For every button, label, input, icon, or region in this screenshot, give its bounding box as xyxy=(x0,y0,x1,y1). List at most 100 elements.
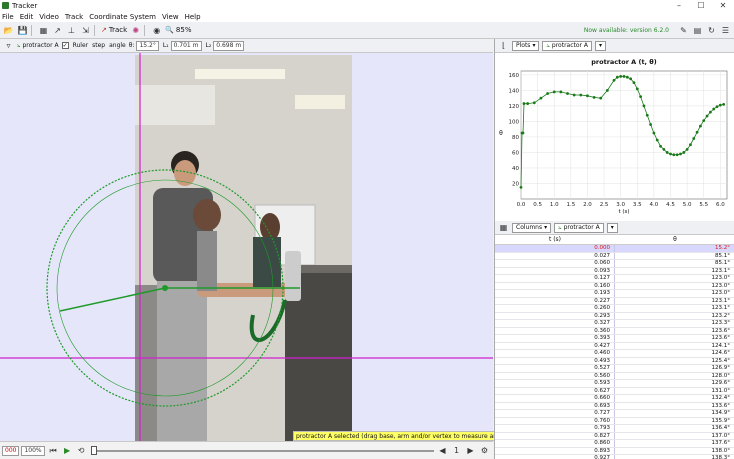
menu-icon[interactable]: ☰ xyxy=(721,25,730,35)
rate-field[interactable]: 100% xyxy=(21,445,45,456)
menu-track[interactable]: Track xyxy=(64,12,84,21)
menu-edit[interactable]: Edit xyxy=(19,12,34,21)
table-row[interactable]: 0.227 123.1° xyxy=(495,297,734,305)
frame-field[interactable]: 000 xyxy=(2,445,20,456)
filter-icon[interactable]: ▿ xyxy=(6,41,11,50)
slider-thumb[interactable] xyxy=(90,445,97,455)
menu-help[interactable]: Help xyxy=(184,12,201,21)
step-forward-icon[interactable]: ▶ xyxy=(467,446,474,455)
table-row[interactable]: 0.193 123.0° xyxy=(495,290,734,298)
slider-track[interactable] xyxy=(90,445,434,455)
columns-dropdown[interactable]: Columns ▾ xyxy=(512,222,552,233)
x-tick-label: 0.5 xyxy=(533,202,542,208)
notes-icon[interactable]: ▤ xyxy=(693,25,702,35)
minimize-button[interactable]: – xyxy=(677,1,681,10)
menu-video[interactable]: Video xyxy=(39,12,59,21)
plot-area[interactable]: 20 40 60 80 100 120 140 160 0.0 0.5 1.0 1.5 2.0 2.5 3.… xyxy=(495,53,734,215)
table-row[interactable]: 0.493 125.4° xyxy=(495,357,734,365)
tape-measure-icon[interactable]: ⇲ xyxy=(82,25,89,35)
table-row[interactable]: 0.827 137.0° xyxy=(495,432,734,440)
open-folder-icon[interactable]: 📂 xyxy=(3,25,14,35)
theta-cell: 123.1° xyxy=(615,305,734,312)
table-row[interactable]: 0.060 85.1° xyxy=(495,260,734,268)
menu-coordinate-system[interactable]: Coordinate System xyxy=(89,12,156,21)
table-row[interactable]: 0.527 126.9° xyxy=(495,365,734,373)
new-version-notice[interactable]: Now available: version 6.2.0 xyxy=(583,26,669,34)
coordinate-axes-icon[interactable]: ↗ xyxy=(54,25,61,35)
track-icon: ↗ xyxy=(101,26,107,34)
zoom-button[interactable]: 🔍 85% xyxy=(165,26,191,34)
table-row[interactable]: 0.360 123.6° xyxy=(495,327,734,335)
table-row[interactable]: 0.727 134.9° xyxy=(495,410,734,418)
table-row[interactable]: 0.293 123.2° xyxy=(495,312,734,320)
table-row[interactable]: 0.327 123.3° xyxy=(495,320,734,328)
loop-icon[interactable]: ⟲ xyxy=(77,446,85,455)
table-row[interactable]: 0.760 135.9° xyxy=(495,417,734,425)
clip-settings-icon[interactable]: ▦ xyxy=(39,25,48,35)
angle-field[interactable]: 15.2° xyxy=(136,40,159,51)
table-row[interactable]: 0.093 123.1° xyxy=(495,267,734,275)
theta-cell: 131.0° xyxy=(615,388,734,395)
table-row[interactable]: 0.027 85.1° xyxy=(495,252,734,260)
pencil-icon[interactable]: ✎ xyxy=(680,25,687,35)
eye-icon[interactable]: ◉ xyxy=(153,25,161,35)
table-row[interactable]: 0.260 123.1° xyxy=(495,305,734,313)
plot-track-dropdown[interactable]: ⦣ protractor A xyxy=(542,40,593,51)
reset-icon[interactable]: ⏮ xyxy=(49,445,57,455)
maximize-button[interactable]: ☐ xyxy=(697,1,705,10)
menu-file[interactable]: File xyxy=(2,12,14,21)
time-cell: 0.727 xyxy=(495,410,615,417)
table-row[interactable]: 0.000 15.2° xyxy=(495,245,734,253)
video-frame[interactable] xyxy=(135,55,352,441)
calibration-tools-icon[interactable]: ⊥ xyxy=(68,25,75,35)
table-row[interactable]: 0.860 137.6° xyxy=(495,440,734,448)
table-row[interactable]: 0.427 124.1° xyxy=(495,342,734,350)
l1-field[interactable]: 0.701 m xyxy=(170,40,202,51)
data-table[interactable]: t (s) θ 0.000 15.2° 0.027 85.1° 0.060 85.1° 0.… xyxy=(495,236,734,459)
l2-field[interactable]: 0.698 m xyxy=(213,40,245,51)
create-track-button[interactable]: ↗ Track xyxy=(101,26,127,34)
protractor-overlay[interactable] xyxy=(0,53,493,441)
video-settings-icon[interactable]: ⚙ xyxy=(480,446,489,455)
ruler-toggle[interactable]: ✓ Ruler xyxy=(61,42,88,49)
table-row[interactable]: 0.460 124.6° xyxy=(495,350,734,358)
theta-vs-time-chart[interactable]: 20 40 60 80 100 120 140 160 0.0 0.5 1.0 1.5 2.0 2.5 3.… xyxy=(495,53,734,223)
protractor-icon: ⦣ xyxy=(558,223,562,231)
video-panel[interactable] xyxy=(0,53,493,441)
table-track-chevron[interactable]: ▾ xyxy=(606,222,618,233)
column-header-theta[interactable]: θ xyxy=(673,236,677,243)
plot-track-chevron[interactable]: ▾ xyxy=(595,40,607,51)
table-row[interactable]: 0.793 136.4° xyxy=(495,425,734,433)
play-icon[interactable]: ▶ xyxy=(64,446,71,455)
plot-view-icon[interactable]: ⌊ xyxy=(501,41,506,50)
table-view-icon[interactable]: ▦ xyxy=(499,223,508,232)
data-point xyxy=(722,102,726,106)
step-size-icon[interactable]: 1 xyxy=(453,446,460,455)
ruler-checkbox[interactable]: ✓ xyxy=(61,42,69,49)
save-icon[interactable]: 💾 xyxy=(17,25,28,35)
menu-view[interactable]: View xyxy=(161,12,179,21)
theta-cell: 133.6° xyxy=(615,403,734,410)
table-row[interactable]: 0.627 131.0° xyxy=(495,387,734,395)
chart-title: protractor A (t, θ) xyxy=(591,58,656,66)
playback-bar: 000 100% ⏮ ▶ ⟲ ◀ 1 ▶ ⚙ xyxy=(0,441,493,459)
autotracker-icon[interactable]: ✺ xyxy=(132,25,140,35)
table-row[interactable]: 0.393 123.6° xyxy=(495,335,734,343)
column-header-t[interactable]: t (s) xyxy=(548,236,562,243)
theta-cell: 137.0° xyxy=(615,433,734,440)
table-row[interactable]: 0.127 123.0° xyxy=(495,275,734,283)
table-track-dropdown[interactable]: ⦣ protractor A xyxy=(554,222,604,233)
step-back-icon[interactable]: ◀ xyxy=(439,446,446,455)
table-row[interactable]: 0.660 132.4° xyxy=(495,395,734,403)
close-button[interactable]: ✕ xyxy=(719,1,727,10)
data-point xyxy=(695,130,699,134)
refresh-icon[interactable]: ↻ xyxy=(708,25,715,35)
table-row[interactable]: 0.160 123.0° xyxy=(495,282,734,290)
table-row[interactable]: 0.693 133.6° xyxy=(495,402,734,410)
table-row[interactable]: 0.893 138.0° xyxy=(495,447,734,455)
table-row[interactable]: 0.593 129.6° xyxy=(495,380,734,388)
plots-dropdown[interactable]: Plots ▾ xyxy=(512,40,540,51)
table-row[interactable]: 0.560 128.0° xyxy=(495,372,734,380)
table-row[interactable]: 0.927 138.3° xyxy=(495,455,734,459)
track-selector[interactable]: ⦣ protractor A xyxy=(17,42,59,50)
